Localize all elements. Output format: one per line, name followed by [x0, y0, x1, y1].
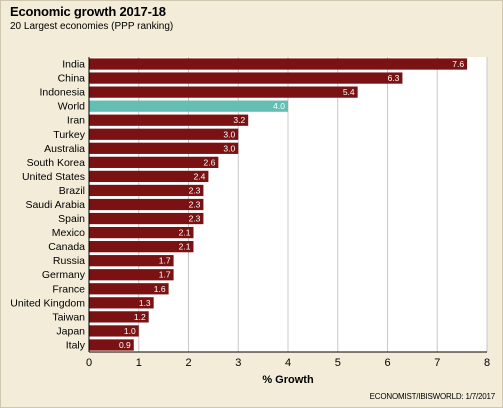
x-tick-label: 6: [384, 357, 390, 369]
bar: [89, 297, 154, 309]
category-label: Taiwan: [52, 311, 85, 323]
value-label: 3.2: [233, 115, 245, 125]
category-label: Germany: [42, 269, 86, 281]
category-label: Iran: [67, 115, 85, 127]
category-label: United Kingdom: [10, 297, 85, 309]
value-label: 3.0: [223, 143, 235, 153]
bar: [89, 170, 209, 183]
category-label: China: [58, 73, 86, 85]
bar: [89, 255, 174, 267]
value-label: 2.6: [204, 157, 216, 167]
source-credit: ECONOMIST/IBISWORLD: 1/7/2017: [369, 392, 496, 401]
value-label: 0.9: [119, 340, 131, 350]
bar: [89, 58, 468, 70]
category-label: India: [62, 59, 85, 71]
bar: [89, 142, 239, 154]
category-label: Russia: [53, 255, 85, 267]
category-label: Spain: [58, 213, 85, 225]
value-label: 5.4: [343, 87, 355, 97]
category-label: Turkey: [53, 129, 85, 141]
bar: [89, 128, 239, 140]
bar: [89, 184, 204, 197]
value-label: 7.6: [452, 59, 464, 69]
bar: [89, 114, 249, 126]
category-label: United States: [22, 171, 85, 183]
value-label: 2.1: [179, 228, 191, 238]
x-tick-label: 4: [285, 357, 291, 369]
value-label: 6.3: [388, 73, 400, 83]
x-tick-label: 5: [335, 357, 341, 369]
category-label: Italy: [66, 339, 86, 351]
x-tick-label: 0: [86, 357, 92, 369]
category-label: Indonesia: [39, 87, 85, 99]
bar: [89, 269, 174, 281]
x-axis-title: % Growth: [262, 374, 314, 386]
category-label: Australia: [44, 143, 85, 155]
x-tick-label: 7: [434, 357, 440, 369]
x-tick-label: 8: [484, 357, 490, 369]
bar: [89, 212, 204, 225]
bar: [89, 156, 219, 168]
value-label: 1.7: [159, 256, 171, 266]
category-label: Brazil: [59, 185, 85, 197]
bar: [89, 325, 139, 337]
value-label: 2.3: [189, 214, 201, 224]
bar: [89, 241, 194, 253]
value-label: 1.6: [154, 284, 166, 294]
category-label: France: [52, 283, 85, 295]
bar: [89, 86, 358, 98]
category-label: Mexico: [52, 227, 85, 239]
value-label: 1.2: [134, 312, 146, 322]
value-label: 2.3: [189, 185, 201, 195]
chart-subtitle: 20 Largest economies (PPP ranking): [10, 21, 174, 32]
x-tick-label: 1: [136, 357, 142, 369]
category-label: Japan: [56, 325, 85, 337]
chart-title: Economic growth 2017-18: [10, 4, 166, 19]
bar: [89, 72, 403, 84]
value-label: 4.0: [273, 101, 285, 111]
bar: [89, 198, 204, 211]
bar: [89, 311, 149, 323]
bar: [89, 100, 288, 112]
value-label: 2.1: [179, 242, 191, 252]
category-label: Saudi Arabia: [25, 199, 85, 211]
value-label: 1.0: [124, 326, 136, 336]
value-label: 1.3: [139, 298, 151, 308]
bar: [89, 283, 169, 295]
value-label: 2.3: [189, 200, 201, 210]
x-tick-label: 2: [185, 357, 191, 369]
x-tick-label: 3: [235, 357, 241, 369]
category-label: South Korea: [27, 157, 86, 169]
value-label: 1.7: [159, 270, 171, 280]
value-label: 2.4: [194, 171, 206, 181]
value-label: 3.0: [223, 129, 235, 139]
bar: [89, 226, 194, 239]
category-label: Canada: [48, 241, 85, 253]
category-label: World: [58, 101, 85, 113]
bar: [89, 339, 134, 351]
